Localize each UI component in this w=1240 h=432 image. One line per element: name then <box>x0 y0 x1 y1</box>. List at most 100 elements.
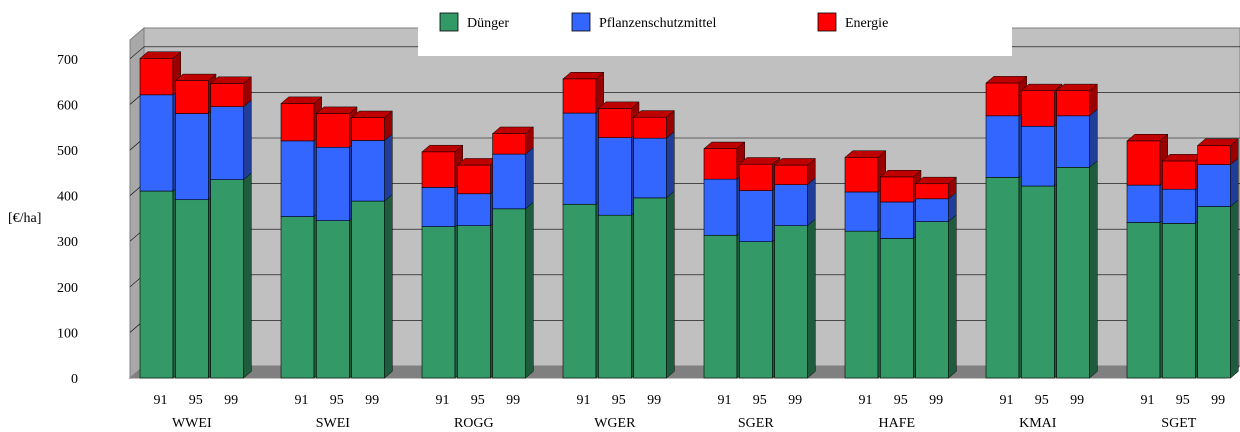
bar-top <box>562 72 605 80</box>
bar-segment <box>1020 185 1055 379</box>
bar-segment <box>280 140 315 217</box>
bar-top <box>350 110 393 118</box>
bar-top <box>985 76 1028 84</box>
bar-side <box>1230 157 1239 208</box>
chart-walls <box>128 26 1240 380</box>
bar-top <box>879 170 922 178</box>
bar-segment <box>703 148 738 180</box>
bar-segment <box>1197 164 1231 207</box>
bar-segment <box>139 94 174 192</box>
bar-segment <box>738 241 773 379</box>
bar-segment <box>1020 125 1055 187</box>
bar-top <box>209 76 252 84</box>
bar-segment <box>1020 90 1055 127</box>
y-tick-label: 600 <box>57 98 78 113</box>
bar-top <box>174 73 217 81</box>
x-tick-year: 99 <box>1070 393 1084 408</box>
bar-top <box>280 96 323 104</box>
legend-swatch <box>817 12 837 32</box>
legend-label: Energie <box>845 16 888 31</box>
x-tick-group: SGER <box>738 416 774 431</box>
bar-side <box>666 190 675 379</box>
bar-segment <box>774 164 808 185</box>
bar-segment <box>1162 188 1196 224</box>
bar-segment <box>738 163 773 191</box>
bar-segment <box>421 187 456 227</box>
x-tick-group: KMAI <box>1019 416 1057 431</box>
x-tick-year: 99 <box>1211 393 1225 408</box>
bar-segment <box>562 112 597 205</box>
x-tick-group: HAFE <box>879 416 916 431</box>
bar-segment <box>915 221 949 379</box>
y-tick-label: 200 <box>57 281 78 296</box>
bar-segment <box>985 177 1020 379</box>
bar-side <box>243 99 252 181</box>
bar-segment <box>280 216 315 379</box>
bar-segment <box>1126 184 1161 223</box>
x-tick-year: 99 <box>224 393 238 408</box>
bar-top <box>315 106 358 114</box>
legend-label: Pflanzenschutzmittel <box>599 16 717 31</box>
x-tick-year: 95 <box>189 393 203 408</box>
legend-label: Dünger <box>467 16 509 31</box>
bar-segment <box>139 190 174 379</box>
x-tick-year: 91 <box>577 393 591 408</box>
y-tick-label: 300 <box>57 235 78 250</box>
bar-segment <box>492 153 526 210</box>
bar-segment <box>985 115 1020 178</box>
x-tick-year: 95 <box>471 393 485 408</box>
bar-side <box>384 133 393 202</box>
bar-side <box>807 177 816 227</box>
bar-segment <box>351 200 385 379</box>
x-tick-year: 91 <box>718 393 732 408</box>
bar-segment <box>985 82 1020 117</box>
bar-segment <box>844 156 879 193</box>
y-axis-tick-labels: 0 100 200 300 400 500 600 700 <box>57 53 78 387</box>
x-tick-year: 91 <box>1141 393 1155 408</box>
x-tick-year: 99 <box>647 393 661 408</box>
bar-segment <box>456 193 491 226</box>
x-tick-group: SWEI <box>316 416 351 431</box>
y-axis-label: [€/ha] <box>8 211 41 226</box>
bar-top <box>597 101 640 109</box>
bar-segment <box>703 178 738 236</box>
bar-segment <box>844 191 879 232</box>
bar-segment <box>915 198 949 222</box>
bars <box>139 51 1239 379</box>
x-tick-year: 91 <box>436 393 450 408</box>
bar-top <box>914 176 957 184</box>
bar-side <box>666 131 675 199</box>
x-tick-year: 91 <box>154 393 168 408</box>
bar-top <box>421 144 464 153</box>
bar-side <box>1089 160 1098 379</box>
bar-segment <box>562 78 597 114</box>
bar-side <box>525 146 534 210</box>
x-tick-year: 95 <box>1176 393 1190 408</box>
bar-top <box>1126 134 1169 142</box>
bar-segment <box>421 226 456 379</box>
bar-segment <box>315 113 350 148</box>
bar-segment <box>879 201 914 239</box>
bar-segment <box>844 230 879 379</box>
y-tick-label: 500 <box>57 144 78 159</box>
bar-segment <box>1126 140 1161 186</box>
bar-segment <box>738 190 773 242</box>
bar-segment <box>879 176 914 203</box>
bar-segment <box>1162 223 1196 379</box>
y-tick-label: 700 <box>57 53 78 68</box>
bar-segment <box>562 203 597 379</box>
bar-segment <box>703 234 738 379</box>
bar-segment <box>421 151 456 188</box>
bar-segment <box>633 116 667 139</box>
bar-segment <box>915 183 949 200</box>
x-tick-year: 95 <box>1035 393 1049 408</box>
bar-segment <box>280 103 315 142</box>
bar-segment <box>597 137 632 216</box>
bar-segment <box>175 113 209 201</box>
bar-segment <box>879 238 914 379</box>
bar-segment <box>210 179 244 379</box>
bar-segment <box>456 225 491 379</box>
bar-segment <box>492 208 526 379</box>
x-tick-year: 99 <box>506 393 520 408</box>
